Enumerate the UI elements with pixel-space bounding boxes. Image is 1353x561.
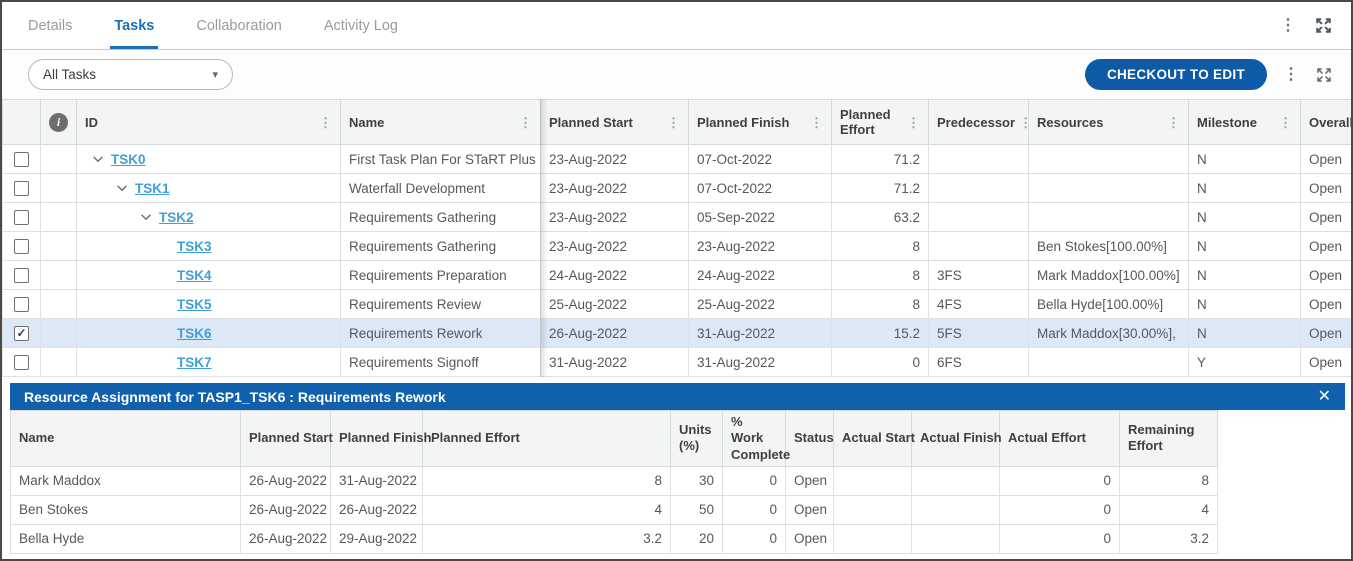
table-row: TSK2 Requirements Gathering 23-Aug-2022 … xyxy=(2,202,1351,232)
table-row: TSK5 Requirements Review 25-Aug-2022 25-… xyxy=(2,289,1351,319)
assignment-table: Name Planned Start Planned Finish Planne… xyxy=(10,410,1346,554)
task-name-cell: Requirements Rework xyxy=(340,318,541,348)
table-row: TSK7 Requirements Signoff 31-Aug-2022 31… xyxy=(2,347,1351,377)
resource-assignment-panel: Resource Assignment for TASP1_TSK6 : Req… xyxy=(10,383,1346,559)
col-actual-effort: Actual Effort xyxy=(999,410,1120,467)
column-menu-icon[interactable]: ⋮ xyxy=(810,114,823,130)
task-grid: i ID ⋮ Name ⋮ Planned Start ⋮ Planned Finis… xyxy=(2,99,1351,377)
col-name: Name xyxy=(349,114,385,130)
task-link[interactable]: TSK3 xyxy=(177,238,212,254)
resource-name: Ben Stokes xyxy=(10,494,241,525)
task-name-cell: First Task Plan For STaRT Plus xyxy=(340,144,541,174)
col-planned-start: Planned Start xyxy=(240,410,333,467)
assignment-row: Ben Stokes 26-Aug-2022 26-Aug-2022 4 50 … xyxy=(10,494,1346,525)
task-link[interactable]: TSK6 xyxy=(177,325,212,341)
row-checkbox[interactable] xyxy=(14,238,29,254)
more-options-icon[interactable]: ⋮ xyxy=(1280,16,1296,34)
resource-name: Bella Hyde xyxy=(10,523,241,554)
column-menu-icon[interactable]: ⋮ xyxy=(1279,114,1292,130)
task-name-cell: Requirements Preparation xyxy=(340,260,541,290)
table-row: TSK0 First Task Plan For STaRT Plus 23-A… xyxy=(2,144,1351,174)
task-name-cell: Waterfall Development xyxy=(340,173,541,203)
column-menu-icon[interactable]: ⋮ xyxy=(519,114,532,130)
fullscreen-icon[interactable] xyxy=(1314,16,1333,35)
checkout-to-edit-button[interactable]: CHECKOUT TO EDIT xyxy=(1084,59,1267,90)
chevron-down-icon[interactable] xyxy=(115,181,129,195)
column-menu-icon[interactable]: ⋮ xyxy=(1019,114,1033,130)
task-filter-value: All Tasks xyxy=(43,67,97,82)
col-predecessor: Predecessor xyxy=(937,114,1016,130)
task-link[interactable]: TSK4 xyxy=(177,267,212,283)
tab-activity-log[interactable]: Activity Log xyxy=(323,17,398,34)
select-all-header xyxy=(2,99,41,145)
grid-more-options-icon[interactable]: ⋮ xyxy=(1283,65,1299,83)
col-actual-finish: Actual Finish xyxy=(911,410,1002,467)
task-link[interactable]: TSK7 xyxy=(177,354,212,370)
tab-collaboration[interactable]: Collaboration xyxy=(196,17,282,34)
assignment-header-row: Name Planned Start Planned Finish Planne… xyxy=(10,410,1346,467)
col-planned-effort: Planned Effort xyxy=(840,107,891,137)
chevron-down-icon[interactable] xyxy=(91,152,105,166)
resource-name: Mark Maddox xyxy=(10,465,241,496)
table-row-selected: ✓ TSK6 Requirements Rework 26-Aug-2022 3… xyxy=(2,318,1351,348)
task-link[interactable]: TSK0 xyxy=(111,151,146,167)
panel-scroll-track[interactable] xyxy=(10,554,1345,559)
col-name: Name xyxy=(10,410,241,467)
table-row: TSK4 Requirements Preparation 24-Aug-202… xyxy=(2,260,1351,290)
column-menu-icon[interactable]: ⋮ xyxy=(907,114,920,130)
col-units: Units (%) xyxy=(670,410,723,467)
task-link[interactable]: TSK1 xyxy=(135,180,170,196)
col-work-complete: % Work Complete xyxy=(722,410,790,467)
panel-title: Resource Assignment for TASP1_TSK6 : Req… xyxy=(24,388,446,405)
row-checkbox[interactable] xyxy=(14,180,29,196)
col-status: Status xyxy=(785,410,834,467)
filler-cell xyxy=(1217,410,1346,467)
assignment-row: Mark Maddox 26-Aug-2022 31-Aug-2022 8 30… xyxy=(10,465,1346,496)
task-table: i ID ⋮ Name ⋮ Planned Start ⋮ Planned Finis… xyxy=(2,99,1351,377)
col-planned-finish: Planned Finish xyxy=(697,114,790,130)
tab-details[interactable]: Details xyxy=(28,17,73,34)
task-table-header-row: i ID ⋮ Name ⋮ Planned Start ⋮ Planned Finis… xyxy=(2,99,1351,145)
col-milestone: Milestone xyxy=(1197,114,1257,130)
row-checkbox[interactable] xyxy=(14,209,29,225)
task-name-cell: Requirements Review xyxy=(340,289,541,319)
task-name-cell: Requirements Gathering xyxy=(340,202,541,232)
row-checkbox-checked[interactable]: ✓ xyxy=(14,325,29,341)
row-checkbox[interactable] xyxy=(14,151,29,167)
close-icon[interactable]: ✕ xyxy=(1317,387,1331,405)
col-planned-effort: Planned Effort xyxy=(422,410,671,467)
task-filter-dropdown[interactable]: All Tasks ▾ xyxy=(28,59,233,90)
col-overall-status: Overall Status xyxy=(1309,114,1351,130)
column-menu-icon[interactable]: ⋮ xyxy=(1167,114,1180,130)
col-remaining-effort: Remaining Effort xyxy=(1119,410,1218,467)
assignment-row: Bella Hyde 26-Aug-2022 29-Aug-2022 3.2 2… xyxy=(10,523,1346,554)
table-row: TSK3 Requirements Gathering 23-Aug-2022 … xyxy=(2,231,1351,261)
row-checkbox[interactable] xyxy=(14,296,29,312)
chevron-down-icon[interactable] xyxy=(139,210,153,224)
row-checkbox[interactable] xyxy=(14,267,29,283)
row-checkbox[interactable] xyxy=(14,354,29,370)
tab-bar: Details Tasks Collaboration Activity Log… xyxy=(2,2,1351,50)
task-name-cell: Requirements Gathering xyxy=(340,231,541,261)
panel-titlebar: Resource Assignment for TASP1_TSK6 : Req… xyxy=(10,383,1345,410)
col-planned-start: Planned Start xyxy=(549,114,633,130)
task-link[interactable]: TSK2 xyxy=(159,209,194,225)
toolbar: All Tasks ▾ CHECKOUT TO EDIT ⋮ xyxy=(2,50,1351,99)
col-planned-finish: Planned Finish xyxy=(330,410,431,467)
col-actual-start: Actual Start xyxy=(833,410,915,467)
col-id: ID xyxy=(85,114,98,130)
info-header: i xyxy=(40,99,77,145)
tab-tasks[interactable]: Tasks xyxy=(110,2,159,49)
grid-fullscreen-icon[interactable] xyxy=(1315,66,1333,84)
chevron-down-icon: ▾ xyxy=(212,69,218,81)
column-menu-icon[interactable]: ⋮ xyxy=(667,114,680,130)
task-name-cell: Requirements Signoff xyxy=(340,347,541,377)
task-link[interactable]: TSK5 xyxy=(177,296,212,312)
table-row: TSK1 Waterfall Development 23-Aug-2022 0… xyxy=(2,173,1351,203)
col-resources: Resources xyxy=(1037,114,1104,130)
info-icon: i xyxy=(49,112,68,132)
column-menu-icon[interactable]: ⋮ xyxy=(319,114,332,130)
